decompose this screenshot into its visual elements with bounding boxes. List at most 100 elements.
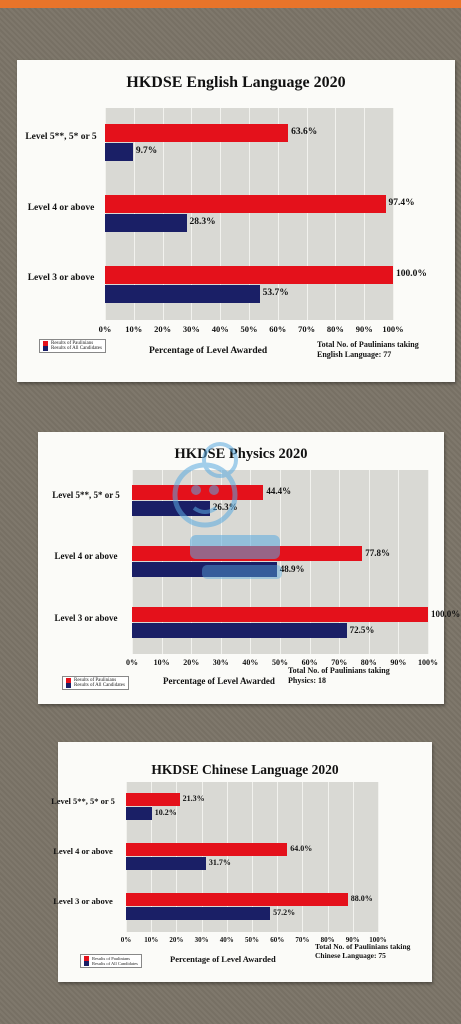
bar-paulinians [105, 124, 289, 143]
x-tick-label: 90% [390, 658, 407, 667]
x-tick-label: 30% [194, 936, 209, 944]
legend-label: Results of Paulinians [92, 956, 130, 961]
x-tick-label: 60% [270, 936, 285, 944]
watermark-logo [172, 442, 282, 579]
x-tick-label: 20% [183, 658, 200, 667]
category-label: Level 3 or above [53, 895, 113, 906]
chart-poster: HKDSE Physics 2020 Level 5**, 5* or 5 44.4… [38, 432, 460, 704]
gridline [191, 108, 193, 320]
plot-area [105, 108, 394, 320]
gridline [277, 782, 279, 932]
x-tick-label: 0% [126, 658, 138, 667]
bar-all-candidates [105, 214, 187, 232]
x-tick-label: 0% [120, 936, 132, 944]
x-tick-label: 50% [272, 658, 288, 667]
legend: Results of Paulinians Results of All Cand… [39, 339, 106, 353]
category-label: Level 3 or above [54, 612, 118, 623]
gridline [339, 470, 341, 654]
x-tick-label: 20% [154, 324, 172, 334]
gridline [309, 470, 311, 654]
gridline [220, 108, 222, 320]
legend-label: Results of All Candidates [74, 683, 125, 688]
category-label: Level 5**, 5* or 5 [25, 131, 97, 142]
total-note: Total No. of Paulinians taking English La… [317, 340, 419, 359]
x-tick-label: 40% [211, 324, 229, 334]
top-color-strip [0, 0, 461, 8]
x-tick-label: 30% [182, 324, 200, 334]
bar-all-candidates [126, 907, 271, 920]
x-tick-label: 100% [369, 936, 387, 944]
data-label: 9.7% [135, 146, 158, 157]
legend-label: Results of Paulinians [74, 678, 117, 683]
plot-area [126, 782, 379, 932]
gridline [378, 782, 379, 932]
bar-paulinians [126, 893, 348, 906]
x-tick-label: 60% [269, 324, 287, 334]
legend-entry: Results of Paulinians [66, 678, 125, 683]
category-label: Level 5**, 5* or 5 [51, 795, 115, 806]
x-tick-label: 80% [326, 324, 344, 334]
data-label: 72.5% [349, 625, 375, 636]
bar-paulinians [105, 195, 386, 213]
gridline [277, 108, 279, 320]
total-note-line: English Language: 77 [317, 349, 392, 359]
legend-swatch [66, 683, 71, 688]
data-label: 53.7% [262, 287, 289, 298]
category-label: Level 4 or above [53, 845, 113, 856]
bar-paulinians [126, 843, 288, 856]
legend: Results of Paulinians Results of All Cand… [80, 954, 142, 968]
gridline [252, 782, 253, 932]
total-note: Total No. of Paulinians taking Chinese La… [315, 942, 410, 960]
gridline [249, 108, 250, 320]
data-label: 10.2% [154, 808, 177, 818]
data-label: 100.0% [396, 268, 427, 279]
legend-label: Results of Paulinians [51, 341, 94, 346]
x-tick-label: 60% [301, 658, 318, 667]
gridline [368, 470, 370, 654]
category-label: Level 4 or above [54, 551, 118, 562]
x-tick-label: 70% [298, 324, 316, 334]
x-axis-label: Percentage of Level Awarded [149, 346, 268, 356]
chart-title: HKDSE Chinese Language 2020 [151, 762, 339, 777]
total-note-line: Physics: 18 [288, 675, 326, 685]
bar-all-candidates [105, 284, 260, 303]
x-tick-label: 50% [240, 324, 258, 334]
legend-entry: Results of All Candidates [66, 683, 125, 688]
legend-label: Results of All Candidates [51, 346, 102, 351]
gridline [226, 782, 228, 932]
bar-all-candidates [132, 623, 347, 639]
legend-swatch [43, 341, 48, 346]
data-label: 26.3% [212, 502, 238, 513]
bar-all-candidates [132, 500, 210, 516]
category-label: Level 3 or above [27, 273, 95, 284]
data-label: 31.7% [208, 858, 231, 868]
total-note-line: Total No. of Paulinians taking [317, 340, 419, 349]
data-label: 64.0% [290, 844, 313, 854]
gridline [327, 782, 329, 932]
legend-entry: Results of All Candidates [43, 346, 102, 351]
x-tick-label: 90% [345, 936, 360, 944]
x-tick-label: 100% [418, 658, 438, 667]
data-label: 88.0% [350, 894, 373, 904]
x-tick-label: 40% [242, 658, 259, 667]
data-label: 77.8% [365, 547, 391, 558]
chart-poster: HKDSE English Language 2020 Level 5**, 5*… [17, 60, 455, 382]
total-note-line: Chinese Language: 75 [315, 951, 386, 960]
x-tick-label: 20% [169, 936, 184, 944]
x-tick-label: 90% [355, 324, 373, 334]
data-label: 44.4% [266, 486, 292, 497]
legend-entry: Results of All Candidates [84, 961, 138, 966]
legend-entry: Results of Paulinians [43, 341, 102, 346]
chart-poster: HKDSE Chinese Language 2020 Level 5**, 5*… [51, 742, 432, 982]
bar-paulinians [105, 265, 393, 284]
legend: Results of Paulinians Results of All Cand… [62, 676, 129, 690]
category-label: Level 4 or above [27, 202, 95, 213]
data-label: 63.6% [291, 127, 318, 138]
category-label: Level 5**, 5* or 5 [52, 489, 120, 500]
data-label: 100.0% [431, 609, 461, 620]
x-tick-label: 0% [98, 324, 112, 334]
x-axis-label: Percentage of Level Awarded [163, 676, 275, 686]
bar-paulinians [132, 607, 428, 623]
x-tick-label: 10% [144, 936, 159, 944]
gridline [335, 108, 337, 320]
